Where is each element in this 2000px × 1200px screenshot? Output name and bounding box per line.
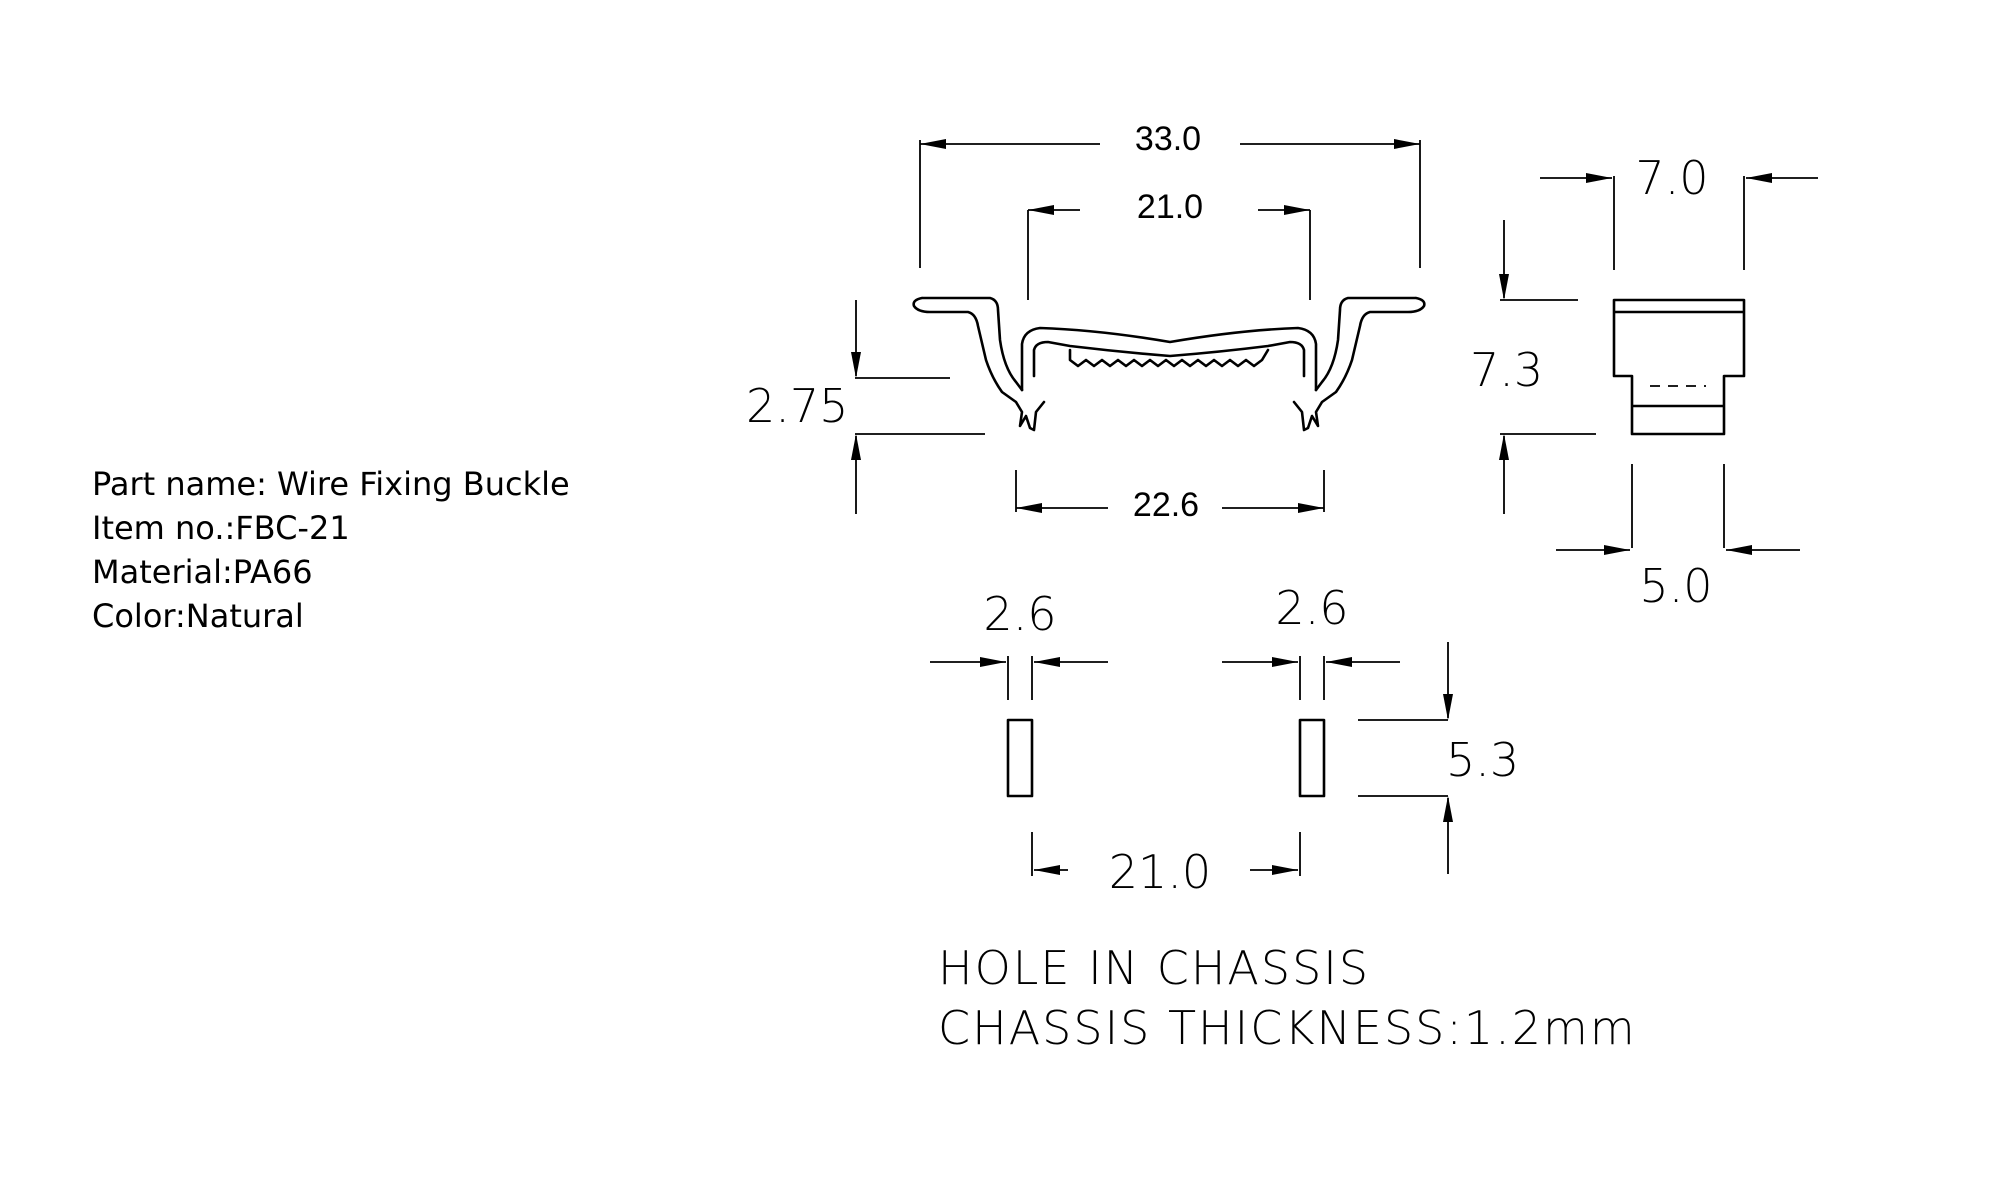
hole-left	[1006, 718, 1034, 798]
dim-70-arrow-right	[1746, 173, 1772, 183]
dim-73-label: 7.3	[1470, 343, 1543, 397]
dim-73-arrow-bottom	[1499, 434, 1509, 460]
dim-73-arrow-top	[1499, 274, 1509, 300]
side-profile	[1612, 298, 1746, 436]
item-number: Item no.:FBC-21	[92, 509, 350, 547]
clip-serrations	[1068, 348, 1270, 368]
dim-21b-arrow-left	[1034, 865, 1060, 875]
dim-70-label: 7.0	[1635, 151, 1708, 205]
dim-50-arrow-left	[1604, 545, 1630, 555]
dim-70-arrow-left	[1586, 173, 1612, 183]
dim-26b-arrow-left	[1272, 657, 1298, 667]
dim-21-label: 21.0	[1137, 188, 1203, 226]
dim-21-arrow-right	[1284, 205, 1310, 215]
hole-view: 2.6 2.6 5.3 21.0	[930, 581, 1519, 899]
clip-bridge	[1020, 326, 1318, 392]
dim-21b-label: 21.0	[1109, 845, 1211, 899]
part-name: Part name: Wire Fixing Buckle	[92, 465, 570, 503]
spec-block: Part name: Wire Fixing Buckle Item no.:F…	[92, 462, 570, 638]
dim-26a-arrow-left	[980, 657, 1006, 667]
note-hole-in-chassis: HOLE IN CHASSIS	[938, 941, 1370, 995]
dim-226-arrow-right	[1298, 503, 1324, 513]
clip-outer-profile	[912, 296, 1426, 432]
material: Material:PA66	[92, 553, 313, 591]
dim-26a-arrow-right	[1034, 657, 1060, 667]
front-view: 33.0 21.0 22.6 2.75	[746, 120, 1426, 524]
side-view: 7.0 7.3 5.0	[1470, 151, 1818, 613]
dim-21-arrow-left	[1028, 205, 1054, 215]
dim-275-label: 2.75	[746, 379, 848, 433]
dim-50-arrow-right	[1726, 545, 1752, 555]
dim-226-arrow-left	[1016, 503, 1042, 513]
color: Color:Natural	[92, 597, 304, 635]
dim-50-label: 5.0	[1639, 559, 1712, 613]
dim-33-arrow-right	[1394, 139, 1420, 149]
dim-21b-arrow-right	[1272, 865, 1298, 875]
dim-26b-arrow-right	[1326, 657, 1352, 667]
dim-275-arrow-top	[851, 352, 861, 378]
dim-26b-label: 2.6	[1275, 581, 1348, 635]
hole-right	[1298, 718, 1326, 798]
dim-33-arrow-left	[920, 139, 946, 149]
dim-226-label: 22.6	[1133, 486, 1199, 524]
dim-26a-label: 2.6	[983, 587, 1056, 641]
dim-275-arrow-bottom	[851, 434, 861, 460]
dim-33-label: 33.0	[1135, 120, 1201, 158]
note-chassis-thickness: CHASSIS THICKNESS:1.2mm	[938, 1001, 1637, 1055]
dim-53-arrow-top	[1443, 694, 1453, 720]
dim-53-arrow-bottom	[1443, 796, 1453, 822]
dim-53-label: 5.3	[1446, 733, 1519, 787]
